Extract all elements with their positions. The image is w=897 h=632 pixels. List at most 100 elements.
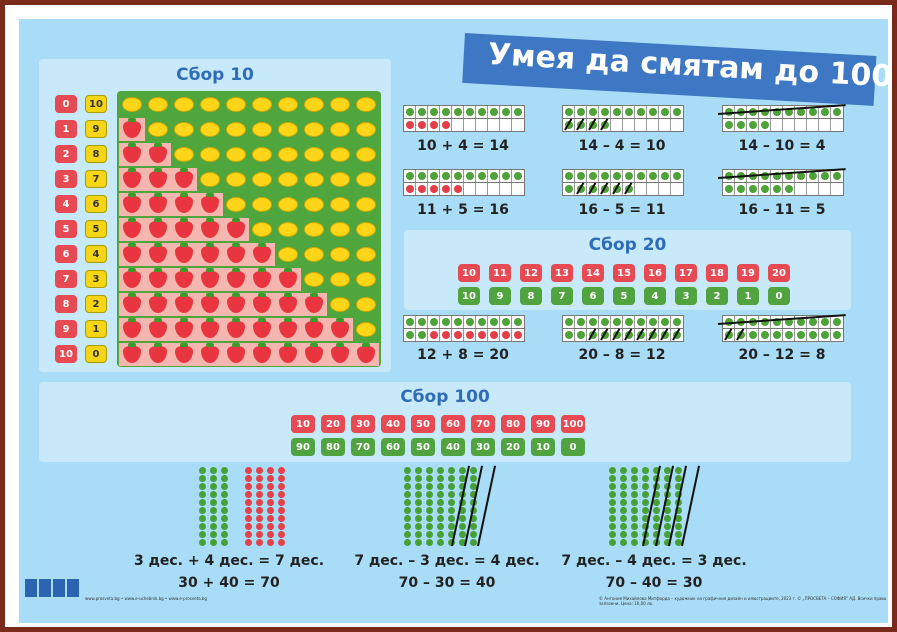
counter-dot [502, 331, 510, 339]
lemon-cell [353, 268, 379, 291]
bead [642, 507, 649, 514]
sum100-bottom-badge: 10 [531, 438, 555, 456]
bead [459, 515, 466, 522]
lemon-icon [356, 322, 376, 337]
ten-frame-cell [440, 183, 452, 195]
sum10-right-badge: 4 [85, 245, 107, 263]
bead [426, 475, 433, 482]
bead [256, 499, 263, 506]
bead [459, 531, 466, 538]
bead [221, 515, 228, 522]
bead [278, 491, 285, 498]
strawberry-icon [227, 268, 245, 288]
bead [437, 483, 444, 490]
bead [437, 499, 444, 506]
lemon-cell [249, 93, 275, 116]
bead [437, 475, 444, 482]
sum100-bottom-badge: 0 [561, 438, 585, 456]
counter-dot [821, 172, 829, 180]
counter-dot [442, 331, 450, 339]
bead [653, 515, 660, 522]
counter-dot [797, 108, 805, 116]
lemon-icon [356, 272, 376, 287]
sum20-top-badge: 15 [613, 264, 635, 282]
strawberry-cell [119, 318, 145, 341]
bead [631, 523, 638, 530]
ten-frame-cell [476, 316, 488, 328]
strawberry-cell [171, 343, 197, 366]
lemon-icon [304, 147, 324, 162]
strawberry-icon [331, 343, 349, 363]
sum100-top-badge: 40 [381, 415, 405, 433]
counter-dot [613, 108, 621, 116]
bead [642, 491, 649, 498]
counter-dot [749, 331, 757, 339]
ten-frame-cell [488, 329, 500, 341]
bead [199, 507, 206, 514]
ten-frame-cell [671, 316, 683, 328]
bead [404, 531, 411, 538]
counter-dot [833, 172, 841, 180]
bead-stick [210, 467, 217, 547]
strawberry-cell [145, 343, 171, 366]
ten-frame-cell [783, 170, 795, 182]
strawberry-cell [171, 168, 197, 191]
ten-frame-cell [611, 119, 623, 131]
bead [199, 531, 206, 538]
ten-frame-cell [404, 316, 416, 328]
strawberry-icon [149, 143, 167, 163]
strawberry-icon [149, 218, 167, 238]
strawberry-icon [253, 293, 271, 313]
counter-dot [821, 331, 829, 339]
strawberry-cell [171, 243, 197, 266]
ten-frame-cell [611, 106, 623, 118]
strawberry-cell [119, 118, 145, 141]
lemon-icon [226, 97, 246, 112]
strawberry-icon [279, 318, 297, 338]
strawberry-cell [275, 343, 301, 366]
bead [267, 475, 274, 482]
bead [664, 539, 671, 546]
bead [664, 523, 671, 530]
counter-dot [430, 172, 438, 180]
bead [278, 531, 285, 538]
strawberry-icon [253, 318, 271, 338]
ten-frame-cell [807, 106, 819, 118]
bead [210, 515, 217, 522]
ten-frame-cell [635, 119, 647, 131]
bead [631, 515, 638, 522]
bead [631, 483, 638, 490]
lemon-icon [200, 97, 220, 112]
strawberry-cell [119, 268, 145, 291]
counter-dot [661, 172, 669, 180]
counter-dot [565, 108, 573, 116]
sum100-top-badge: 90 [531, 415, 555, 433]
lemon-cell [249, 143, 275, 166]
bead-stick [415, 467, 422, 547]
ten-frame-cell [831, 119, 843, 131]
ten-frame-cell [416, 183, 428, 195]
counter-dot [418, 331, 426, 339]
lemon-icon [278, 122, 298, 137]
ten-frame-cell [464, 106, 476, 118]
bead [278, 499, 285, 506]
bead [256, 539, 263, 546]
ten-frame-cell [771, 329, 783, 341]
lemon-cell [301, 218, 327, 241]
ten-frame-equation: 11 + 5 = 16 [417, 202, 509, 218]
counter-dot [442, 108, 450, 116]
lemon-cell [171, 93, 197, 116]
bead [278, 475, 285, 482]
counter-dot [785, 331, 793, 339]
ten-frame-cell [819, 316, 831, 328]
bead-stick [437, 467, 444, 547]
bead [470, 467, 477, 474]
sum10-left-badge: 1 [55, 120, 77, 138]
counter-dot [737, 185, 745, 193]
strawberry-icon [201, 318, 219, 338]
ten-frame-cell [647, 119, 659, 131]
strawberry-cell [197, 293, 223, 316]
ten-frame-cell [404, 329, 416, 341]
bead [631, 507, 638, 514]
